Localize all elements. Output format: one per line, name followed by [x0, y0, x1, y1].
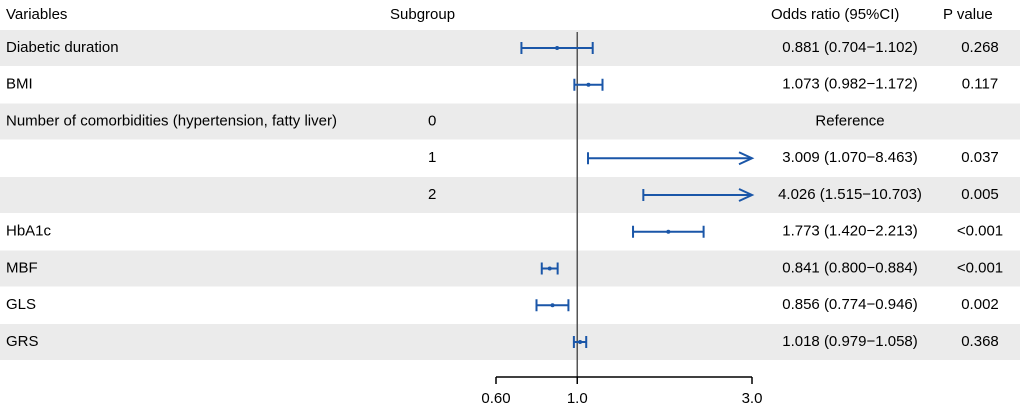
subgroup-label: 0	[428, 112, 436, 129]
row-band	[0, 324, 1020, 360]
point-estimate	[586, 82, 591, 87]
variable-label: HbA1c	[6, 223, 52, 240]
estimate-marks	[520, 42, 755, 348]
odds-ratio-ci: 0.856 (0.774−0.946)	[782, 296, 918, 313]
p-value: 0.268	[961, 39, 999, 56]
header-odds-ratio: Odds ratio (95%CI)	[771, 6, 899, 23]
subgroup-label: 1	[428, 149, 436, 166]
p-value: 0.117	[962, 76, 998, 93]
odds-ratio-ci: 0.881 (0.704−1.102)	[782, 39, 918, 56]
odds-ratio-ci: 1.773 (1.420−2.213)	[782, 223, 918, 240]
odds-ratio-ci: 1.018 (0.979−1.058)	[782, 333, 918, 350]
point-estimate	[555, 46, 560, 50]
variable-label: Number of comorbidities (hypertension, f…	[6, 112, 337, 129]
x-axis: 0.60 1.0 3.0	[481, 376, 763, 407]
p-value: 0.002	[961, 296, 999, 313]
x-tick-label: 1.0	[567, 390, 588, 407]
p-value: <0.001	[957, 259, 1003, 276]
odds-ratio-ci: Reference	[815, 112, 884, 129]
point-estimate	[666, 229, 671, 234]
odds-ratio-ci: 4.026 (1.515−10.703)	[778, 186, 922, 203]
odds-ratio-ci: 1.073 (0.982−1.172)	[782, 76, 918, 93]
variable-label: BMI	[6, 76, 33, 93]
p-value: 0.368	[961, 333, 999, 350]
row-band	[0, 250, 1020, 287]
column-headers: Variables Subgroup Odds ratio (95%CI) P …	[6, 6, 993, 23]
row-band	[0, 103, 1020, 140]
ci-arrow	[738, 151, 755, 166]
odds-ratio-ci: 0.841 (0.800−0.884)	[782, 259, 918, 276]
row-band	[0, 30, 1020, 66]
point-estimate	[578, 340, 583, 344]
header-subgroup: Subgroup	[390, 6, 455, 23]
subgroup-label: 2	[428, 186, 436, 203]
odds-ratio-ci: 3.009 (1.070−8.463)	[782, 149, 918, 166]
variable-label: MBF	[6, 259, 38, 276]
variable-label: Diabetic duration	[6, 39, 119, 56]
variable-label: GLS	[6, 296, 36, 313]
variable-label: GRS	[6, 333, 39, 350]
point-estimate	[547, 266, 552, 271]
row-band	[0, 177, 1020, 213]
ci-arrow	[738, 188, 755, 202]
p-value: <0.001	[957, 223, 1003, 240]
p-value: 0.005	[961, 186, 999, 203]
header-variables: Variables	[6, 6, 67, 23]
point-estimate	[550, 303, 555, 308]
header-p-value: P value	[943, 6, 993, 23]
row-bands	[0, 30, 1020, 360]
x-tick-label: 0.60	[481, 390, 510, 407]
p-value: 0.037	[961, 149, 999, 166]
table-cells: Diabetic duration 0.881 (0.704−1.102) 0.26…	[6, 39, 1003, 350]
x-tick-label: 3.0	[742, 390, 763, 407]
